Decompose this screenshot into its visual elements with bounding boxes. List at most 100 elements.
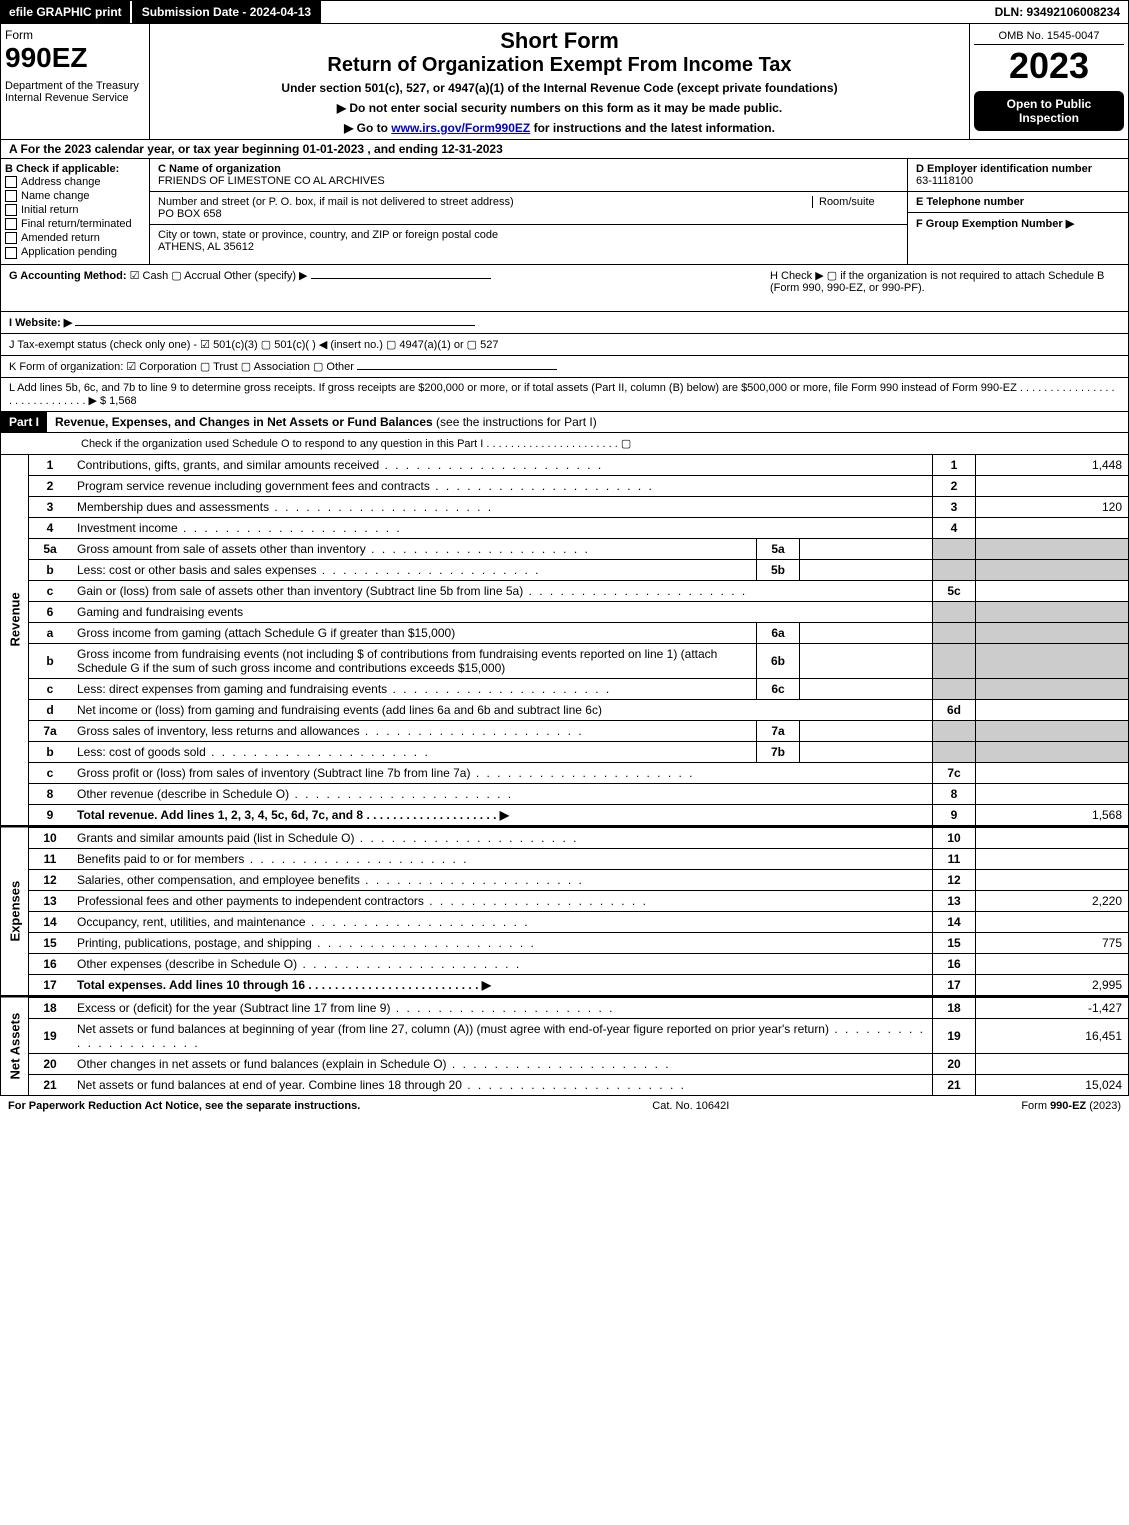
line-12: 12 Salaries, other compensation, and emp… [1,869,1129,890]
block-k: K Form of organization: ☑ Corporation ▢ … [0,356,1129,378]
line-6c: c Less: direct expenses from gaming and … [1,678,1129,699]
line-18: Net Assets 18 Excess or (deficit) for th… [1,997,1129,1019]
city-cell: City or town, state or province, country… [150,225,907,257]
amt-line-20 [976,1053,1129,1074]
section-a-tax-year: A For the 2023 calendar year, or tax yea… [0,140,1129,159]
subamt-5a [800,538,933,559]
net-assets-side-label: Net Assets [1,997,29,1096]
line-20: 20 Other changes in net assets or fund b… [1,1053,1129,1074]
box-def: D Employer identification number 63-1118… [907,159,1128,264]
box-e: E Telephone number [908,192,1128,213]
cb-address-change[interactable]: Address change [5,175,145,189]
amt-line-16 [976,953,1129,974]
org-name: FRIENDS OF LIMESTONE CO AL ARCHIVES [158,175,385,187]
irs-label: Internal Revenue Service [5,92,145,104]
footer-center: Cat. No. 10642I [652,1100,729,1112]
tax-year: 2023 [974,45,1124,87]
block-gh: G Accounting Method: ☑ Cash ▢ Accrual Ot… [0,265,1129,312]
line-4: 4 Investment income 4 [1,517,1129,538]
website-field[interactable] [75,325,475,326]
part1-header-badge: Part I [1,412,47,432]
cb-cash[interactable]: ☑ Cash [130,270,169,282]
amt-line-1: 1,448 [976,455,1129,476]
header-left: Form 990EZ Department of the Treasury In… [1,24,150,139]
cb-accrual[interactable]: ▢ Accrual [171,270,221,282]
box-b-title: B Check if applicable: [5,163,145,175]
line-1: Revenue 1 Contributions, gifts, grants, … [1,455,1129,476]
part1-title-row: Part I Revenue, Expenses, and Changes in… [0,412,1129,433]
goto-instructions: ▶ Go to www.irs.gov/Form990EZ for instru… [154,121,965,135]
part1-check-line: Check if the organization used Schedule … [0,433,1129,455]
amt-line-17: 2,995 [976,974,1129,995]
dept-treasury: Department of the Treasury [5,80,145,92]
efile-print-button[interactable]: efile GRAPHIC print [1,1,130,23]
block-i: I Website: ▶ [0,312,1129,334]
amt-line-14 [976,911,1129,932]
form-number: 990EZ [5,42,145,74]
line-19: 19 Net assets or fund balances at beginn… [1,1018,1129,1053]
return-title: Return of Organization Exempt From Incom… [154,54,965,77]
ein-value: 63-1118100 [916,175,973,187]
footer-right: Form 990-EZ (2023) [1021,1100,1121,1112]
open-to-public-badge: Open to Public Inspection [974,91,1124,131]
amt-line-8 [976,783,1129,804]
form-header: Form 990EZ Department of the Treasury In… [0,24,1129,140]
footer-left: For Paperwork Reduction Act Notice, see … [8,1100,360,1112]
short-form-title: Short Form [154,28,965,54]
cb-final-return[interactable]: Final return/terminated [5,217,145,231]
subamt-6c [800,678,933,699]
line-5c: c Gain or (loss) from sale of assets oth… [1,580,1129,601]
line-5a: 5a Gross amount from sale of assets othe… [1,538,1129,559]
subamt-6b [800,643,933,678]
city-state-zip: ATHENS, AL 35612 [158,241,254,253]
box-d: D Employer identification number 63-1118… [908,159,1128,192]
line-8: 8 Other revenue (describe in Schedule O)… [1,783,1129,804]
subtitle: Under section 501(c), 527, or 4947(a)(1)… [154,81,965,95]
info-grid: B Check if applicable: Address change Na… [0,159,1129,265]
subamt-7b [800,741,933,762]
revenue-side-label: Revenue [1,455,29,784]
header-center: Short Form Return of Organization Exempt… [150,24,969,139]
street-cell: Number and street (or P. O. box, if mail… [150,192,907,225]
line-3: 3 Membership dues and assessments 3 120 [1,496,1129,517]
amt-line-11 [976,848,1129,869]
line-11: 11 Benefits paid to or for members 11 [1,848,1129,869]
page-footer: For Paperwork Reduction Act Notice, see … [0,1096,1129,1116]
amt-line-19: 16,451 [976,1018,1129,1053]
cb-amended-return[interactable]: Amended return [5,231,145,245]
line-6a: a Gross income from gaming (attach Sched… [1,622,1129,643]
revenue-table: Revenue 1 Contributions, gifts, grants, … [0,455,1129,826]
top-bar: efile GRAPHIC print Submission Date - 20… [0,0,1129,24]
cb-name-change[interactable]: Name change [5,189,145,203]
amt-line-13: 2,220 [976,890,1129,911]
amt-line-6d [976,699,1129,720]
part1-title: Revenue, Expenses, and Changes in Net As… [47,412,605,432]
amt-line-4 [976,517,1129,538]
amt-line-18: -1,427 [976,997,1129,1019]
amt-line-2 [976,475,1129,496]
box-h: H Check ▶ ▢ if the organization is not r… [770,269,1120,294]
amt-line-10 [976,827,1129,849]
box-c: C Name of organization FRIENDS OF LIMEST… [150,159,907,264]
ssn-warning: ▶ Do not enter social security numbers o… [154,101,965,115]
cb-other-method[interactable]: Other (specify) ▶ [224,270,308,282]
irs-link[interactable]: www.irs.gov/Form990EZ [391,121,530,135]
amt-line-15: 775 [976,932,1129,953]
block-j: J Tax-exempt status (check only one) - ☑… [0,334,1129,356]
line-6: 6 Gaming and fundraising events [1,601,1129,622]
amt-line-7c [976,762,1129,783]
net-assets-table: Net Assets 18 Excess or (deficit) for th… [0,996,1129,1096]
expenses-side-label: Expenses [1,827,29,996]
amt-line-12 [976,869,1129,890]
line-21: 21 Net assets or fund balances at end of… [1,1074,1129,1095]
cb-application-pending[interactable]: Application pending [5,245,145,259]
block-l: L Add lines 5b, 6c, and 7b to line 9 to … [0,378,1129,412]
box-b: B Check if applicable: Address change Na… [1,159,150,264]
cb-initial-return[interactable]: Initial return [5,203,145,217]
line-17: 17 Total expenses. Add lines 10 through … [1,974,1129,995]
org-name-cell: C Name of organization FRIENDS OF LIMEST… [150,159,907,192]
line-6b: b Gross income from fundraising events (… [1,643,1129,678]
line-7a: 7a Gross sales of inventory, less return… [1,720,1129,741]
omb-number: OMB No. 1545-0047 [974,28,1124,45]
amt-line-21: 15,024 [976,1074,1129,1095]
